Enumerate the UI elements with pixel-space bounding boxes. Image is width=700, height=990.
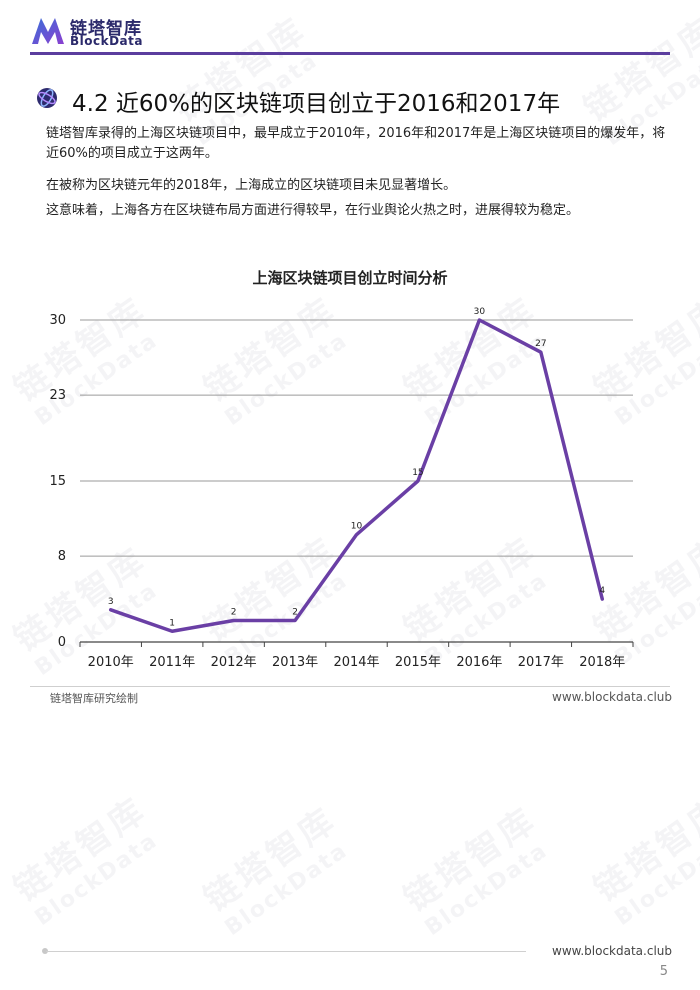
bottom-dot [42, 948, 48, 954]
y-tick-label: 30 [49, 313, 66, 328]
x-tick-label: 2014年 [333, 655, 379, 670]
x-tick-label: 2017年 [518, 655, 564, 670]
bottom-divider [46, 951, 526, 952]
series-line [108, 318, 605, 634]
footer-url[interactable]: www.blockdata.club [552, 690, 672, 704]
y-tick-label: 0 [58, 635, 66, 650]
data-label: 2 [231, 608, 237, 618]
watermark: 链塔智库 BlockData [397, 799, 553, 941]
data-label: 1 [169, 618, 175, 628]
logo-text-en: BlockData [70, 34, 143, 48]
body-paragraph: 这意味着，上海各方在区块链布局方面进行得较早，在行业舆论火热之时，进展得较为稳定… [46, 203, 580, 218]
logo-text-cn: 链塔智库 [70, 19, 142, 39]
x-tick-label: 2015年 [395, 655, 441, 670]
data-label: 2 [292, 608, 298, 618]
brand-logo: 链塔智库 BlockData [30, 12, 170, 50]
body-paragraph: 链塔智库录得的上海区块链项目中，最早成立于2010年，2016年和2017年是上… [46, 126, 666, 161]
x-tick-label: 2013年 [272, 655, 318, 670]
y-tick-label: 8 [58, 549, 66, 564]
watermark: 链塔智库 BlockData [7, 789, 163, 931]
watermark: 链塔智库 BlockData [587, 789, 700, 931]
source-note: 链塔智库研究绘制 [50, 692, 138, 705]
data-label: 30 [474, 307, 486, 317]
footer-divider [30, 686, 670, 687]
x-tick-label: 2012年 [211, 655, 257, 670]
watermark: 链塔智库 BlockData [197, 799, 353, 941]
header-divider [30, 52, 670, 55]
y-tick-label: 15 [49, 474, 66, 489]
data-label: 4 [599, 586, 605, 596]
data-label: 27 [535, 339, 546, 349]
x-tick-label: 2018年 [579, 655, 625, 670]
logo-mark-icon [32, 18, 64, 44]
line-chart: 上海区块链项目创立时间分析 0 8 15 23 30 2010年 2011年 2012年 201… [0, 250, 700, 690]
page-url[interactable]: www.blockdata.club [552, 944, 672, 958]
y-tick-label: 23 [49, 388, 66, 403]
globe-icon [36, 87, 58, 109]
data-label: 3 [108, 597, 114, 607]
page-number: 5 [659, 964, 668, 979]
data-label: 15 [412, 468, 423, 478]
section-title: 4.2 近60%的区块链项目创立于2016和2017年 [72, 91, 561, 117]
body-paragraph: 在被称为区块链元年的2018年，上海成立的区块链项目未见显著增长。 [46, 178, 457, 193]
x-tick-label: 2010年 [88, 655, 134, 670]
x-tick-label: 2016年 [456, 655, 502, 670]
x-tick-label: 2011年 [149, 655, 195, 670]
chart-title: 上海区块链项目创立时间分析 [252, 269, 448, 287]
data-label: 10 [351, 522, 363, 532]
